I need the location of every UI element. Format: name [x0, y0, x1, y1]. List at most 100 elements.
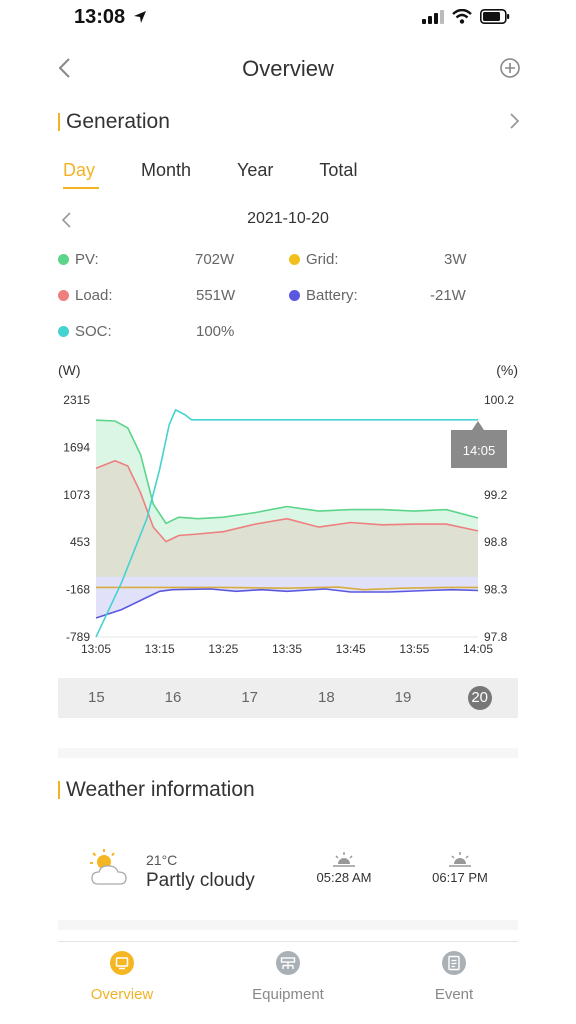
- sunrise: 05:28 AM: [304, 852, 384, 885]
- location-arrow-icon: [133, 11, 146, 23]
- legend-pv: PV:: [58, 251, 99, 268]
- left-tick-label: 1694: [63, 440, 90, 454]
- equipment-icon: [276, 951, 300, 975]
- legend-battery: Battery:: [289, 287, 358, 304]
- add-circle-icon[interactable]: [498, 56, 522, 80]
- nav-event[interactable]: Event: [394, 950, 514, 1003]
- sunset-icon: [449, 852, 471, 867]
- legend-grid-label: Grid:: [306, 251, 339, 268]
- x-tick-label: 13:45: [336, 642, 366, 656]
- battery-icon: [480, 9, 510, 24]
- tooltip-label: 14:05: [463, 443, 496, 458]
- nav-overview[interactable]: Overview: [62, 950, 182, 1003]
- series-line-pv: [95, 419, 479, 525]
- legend-grid-value-wrap: 3W: [444, 251, 467, 268]
- page-title: Overview: [242, 56, 334, 81]
- soc-dot: [58, 326, 69, 337]
- weather-temp: 21°C: [146, 852, 178, 868]
- day-item[interactable]: 19: [394, 689, 412, 706]
- section-accent-bar: [58, 781, 60, 799]
- day-item[interactable]: 18: [318, 689, 335, 706]
- x-tick-label: 13:15: [145, 642, 175, 656]
- nav-event-label: Event: [434, 986, 474, 1003]
- right-tick-label: 100.2: [484, 393, 514, 407]
- sunset: 06:17 PM: [420, 852, 500, 885]
- tooltip-box: [451, 430, 507, 468]
- x-tick-label: 13:35: [272, 642, 302, 656]
- battery-dot: [289, 290, 300, 301]
- period-tabs: Day Month Year Total: [63, 160, 403, 189]
- x-tick-label: 13:55: [399, 642, 429, 656]
- left-tick-label: 1073: [63, 488, 90, 502]
- generation-title: Generation: [66, 110, 170, 133]
- tab-day[interactable]: Day: [63, 160, 100, 189]
- left-tick-label: -168: [66, 583, 90, 597]
- pv-dot: [58, 254, 69, 265]
- tooltip-pointer: [472, 421, 484, 430]
- chevron-right-icon[interactable]: [506, 110, 522, 132]
- weather-title: Weather information: [66, 778, 255, 801]
- sunset-time: 06:17 PM: [432, 870, 488, 885]
- legend-battery-label: Battery:: [306, 287, 358, 304]
- x-tick-label: 13:25: [208, 642, 238, 656]
- left-tick-label: 2315: [63, 393, 90, 407]
- generation-header: Generation: [58, 110, 170, 134]
- status-time: 13:08: [74, 6, 147, 29]
- sunrise-time: 05:28 AM: [316, 870, 372, 885]
- load-dot: [58, 290, 69, 301]
- legend-pv-label: PV:: [75, 251, 99, 268]
- bottom-nav-border: [58, 941, 518, 942]
- right-tick-label: 98.8: [484, 535, 508, 549]
- legend-load-value: 551W: [196, 287, 236, 304]
- legend-battery-value: -21W: [430, 287, 466, 304]
- status-bar: 13:08: [0, 0, 576, 36]
- left-tick-label: -789: [66, 630, 90, 644]
- chevron-left-icon[interactable]: [58, 210, 76, 230]
- grid-dot: [289, 254, 300, 265]
- legend-load-label: Load:: [75, 287, 113, 304]
- section-divider: [58, 920, 518, 930]
- top-nav: Overview: [0, 48, 576, 88]
- wifi-icon: [452, 9, 472, 24]
- legend-soc-value: 100%: [196, 323, 235, 340]
- sunrise-icon: [333, 852, 355, 867]
- partly-cloudy-icon: [90, 849, 127, 885]
- series-line-soc: [95, 408, 478, 638]
- status-icons: [422, 9, 510, 24]
- tab-year[interactable]: Year: [237, 160, 274, 180]
- tab-month[interactable]: Month: [141, 160, 192, 180]
- tab-total[interactable]: Total: [319, 160, 358, 180]
- nav-equipment[interactable]: Equipment: [228, 950, 348, 1003]
- back-icon[interactable]: [54, 56, 78, 80]
- signal-icon: [422, 9, 444, 24]
- legend-grid: Grid:: [289, 251, 339, 268]
- legend-soc-value-wrap: 100%: [196, 323, 234, 340]
- day-item[interactable]: 17: [241, 689, 259, 706]
- bottom-nav: Overview Equipment Event: [0, 950, 576, 1010]
- nav-equipment-label: Equipment: [252, 986, 324, 1003]
- weather-card: 21°C Partly cloudy 05:28 AM 06:17 PM: [58, 830, 518, 910]
- legend-soc-label: SOC:: [75, 323, 112, 340]
- day-item-selected[interactable]: 20: [441, 678, 518, 718]
- series-area-battery: [96, 576, 478, 618]
- legend-pv-value: 702W: [195, 251, 235, 268]
- section-divider: [58, 748, 518, 758]
- generation-chart[interactable]: (W)(%)231516941073453-168-789100.299.799…: [0, 355, 576, 665]
- right-axis-unit: (%): [496, 362, 518, 378]
- right-tick-label: 98.3: [484, 583, 508, 597]
- day-item[interactable]: 15: [87, 689, 105, 706]
- weather-header: Weather information: [58, 778, 255, 802]
- section-accent-bar: [58, 113, 60, 131]
- date-label[interactable]: 2021-10-20: [247, 210, 329, 227]
- left-axis-unit: (W): [58, 362, 81, 378]
- series-area-pv: [96, 420, 478, 577]
- day-item[interactable]: 16: [164, 689, 182, 706]
- series-line-load: [95, 459, 479, 543]
- legend-grid-value: 3W: [444, 251, 467, 268]
- series-line-battery: [95, 588, 479, 619]
- nav-overview-label: Overview: [90, 986, 154, 1003]
- x-tick-label: 14:05: [463, 642, 493, 656]
- weather-desc: Partly cloudy: [146, 870, 255, 891]
- right-tick-label: 97.8: [484, 630, 508, 644]
- event-icon: [442, 951, 466, 975]
